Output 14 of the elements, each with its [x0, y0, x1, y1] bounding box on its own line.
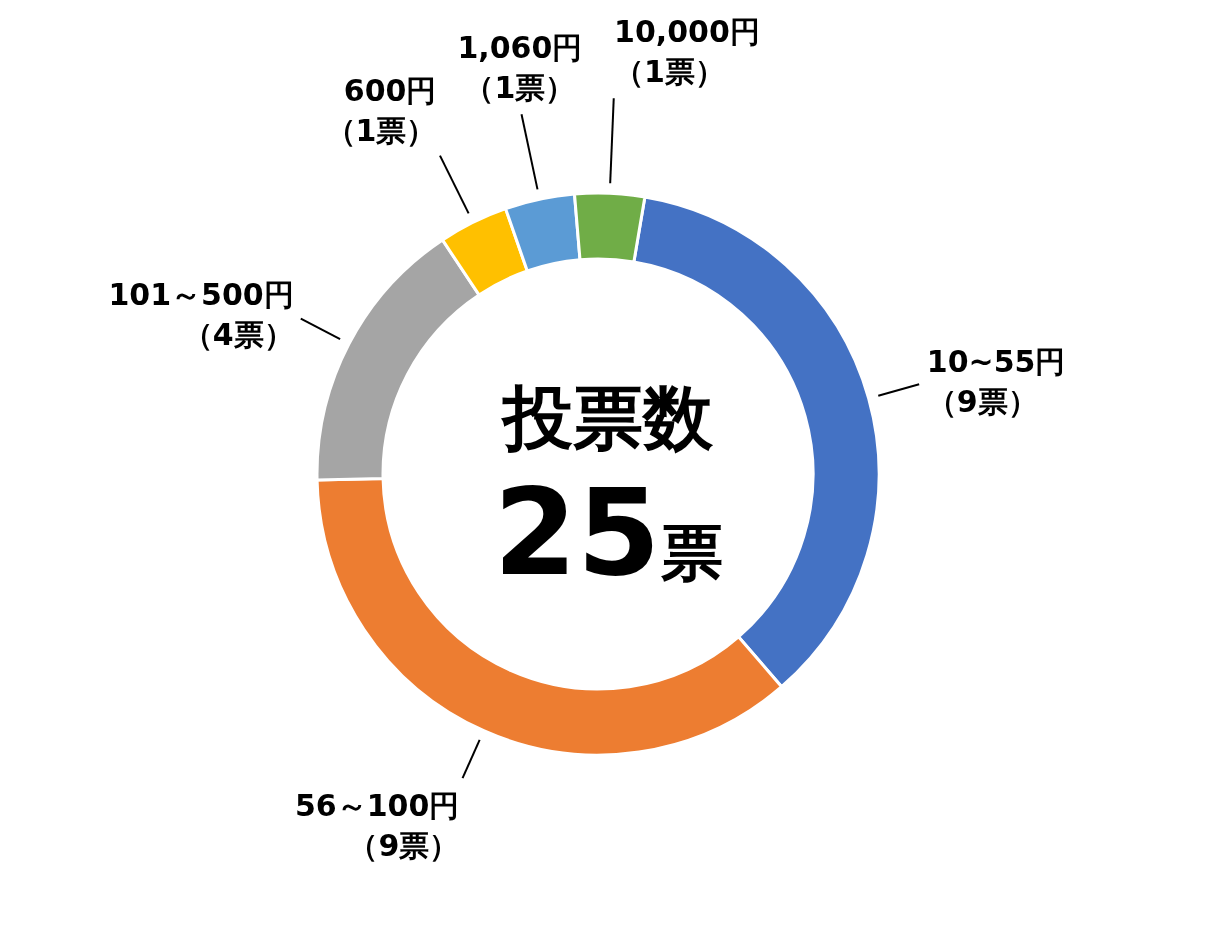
text: 投票数 [500, 377, 714, 459]
data-label: （1票） [325, 112, 437, 148]
slice-label: 56～100円 [294, 787, 460, 823]
slice-label: 1,060円 [457, 30, 583, 66]
data-label: （9票） [926, 384, 1038, 420]
slice-label: 101～500円 [108, 276, 294, 312]
slice-label: 600円 [343, 72, 437, 108]
text: 25票 [493, 463, 723, 602]
slice-label: 10,000円 [614, 14, 760, 50]
data-label: （1票） [614, 54, 725, 90]
data-label: （1票） [464, 70, 576, 106]
data-label: （4票） [182, 316, 294, 352]
data-label: （9票） [348, 827, 460, 863]
slice-label: 10~55円 [926, 344, 1066, 380]
